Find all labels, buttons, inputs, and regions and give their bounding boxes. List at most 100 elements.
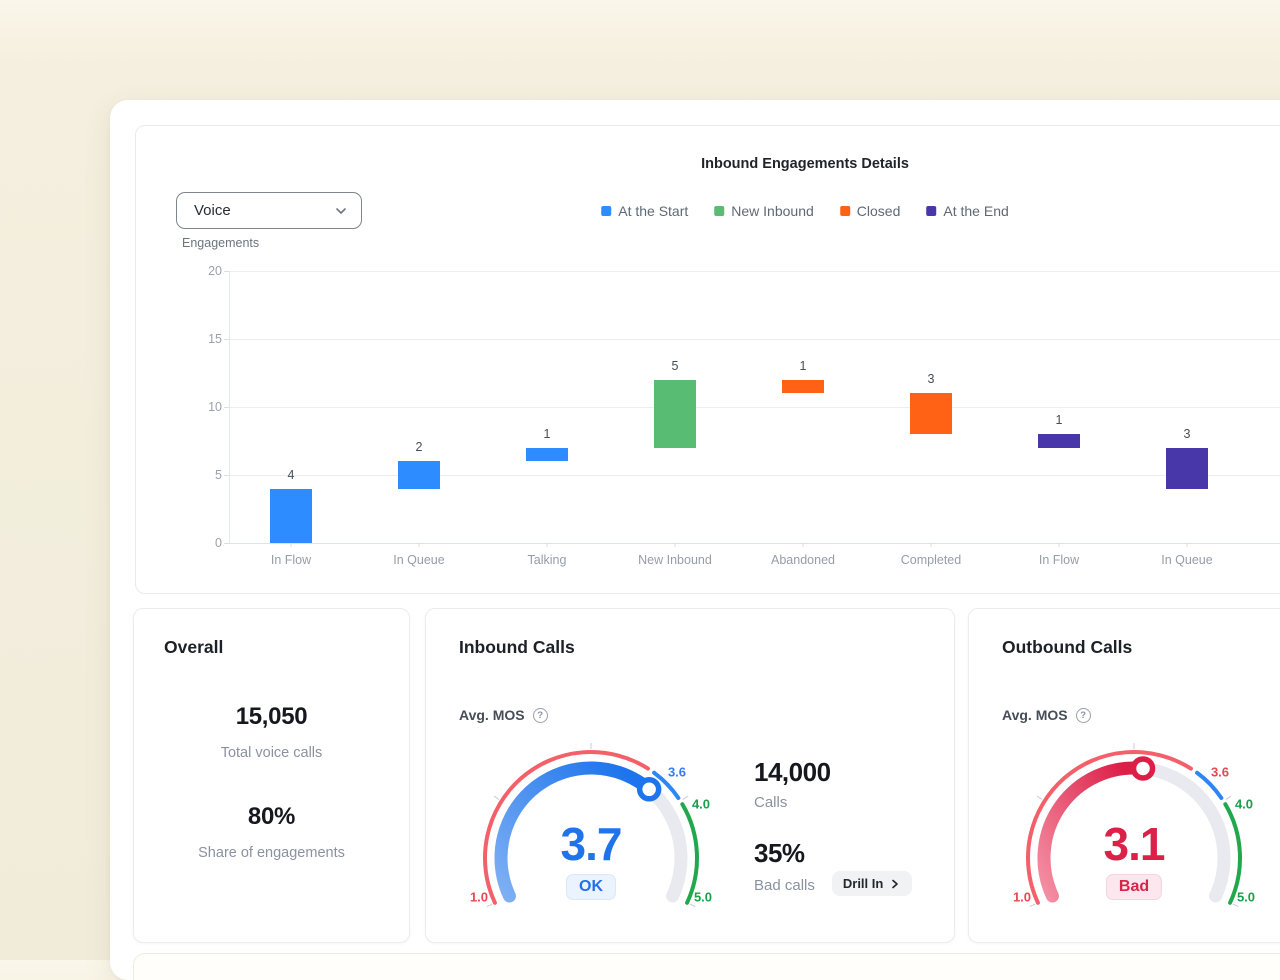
- gauge-scale-label: 5.0: [1237, 890, 1255, 905]
- overall-card: Overall 15,050 Total voice calls 80% Sha…: [133, 608, 410, 943]
- outbound-gauge-value: 3.1: [1103, 818, 1166, 870]
- legend-item-new-inbound[interactable]: New Inbound: [714, 203, 814, 219]
- chart-bar-completed[interactable]: [910, 393, 952, 435]
- gauge-tick: [486, 903, 493, 908]
- chart-bar-talking[interactable]: [526, 447, 568, 462]
- gauge-handle: [636, 777, 662, 802]
- inbound-gauge-value: 3.7: [560, 818, 623, 870]
- y-axis-line: [229, 271, 230, 543]
- gauge-tick: [1225, 795, 1232, 800]
- x-axis-label: In Flow: [1038, 553, 1080, 567]
- overall-card-title: Overall: [164, 637, 224, 657]
- bar-value-label: 5: [671, 358, 679, 373]
- dashboard-panel: Inbound Engagements Details Voice At the…: [110, 100, 1280, 980]
- bar-value-label: 3: [1183, 426, 1191, 441]
- legend-item-at-the-end[interactable]: At the End: [926, 203, 1009, 219]
- chart-bar-in-queue[interactable]: [398, 461, 440, 489]
- y-axis-tick: [224, 271, 229, 272]
- x-axis-tick: [1058, 543, 1060, 547]
- legend-label: At the End: [943, 203, 1009, 219]
- x-axis-label: In Flow: [270, 553, 312, 567]
- x-axis-label: In Queue: [1161, 553, 1213, 567]
- y-axis-label: 15: [208, 332, 222, 346]
- chart-gridline: [229, 543, 1280, 544]
- outbound-avg-mos-label: Avg. MOS: [1002, 707, 1068, 723]
- gauge-scale-label: 3.6: [668, 765, 686, 780]
- bad-calls-label: Bad calls: [754, 877, 815, 894]
- x-axis-tick: [1186, 543, 1188, 547]
- y-axis-tick: [224, 475, 229, 476]
- y-axis-label: 5: [215, 468, 222, 482]
- bar-value-label: 4: [287, 467, 295, 482]
- y-axis-label: 10: [208, 400, 222, 414]
- outbound-avg-mos-row: Avg. MOS ?: [1002, 707, 1091, 723]
- legend-label: New Inbound: [731, 203, 814, 219]
- gauge-band: [1026, 750, 1193, 905]
- chevron-down-icon: [334, 204, 348, 218]
- channel-select-value: Voice: [194, 202, 231, 219]
- x-axis-label: Abandoned: [771, 553, 835, 567]
- chart-bar-abandoned[interactable]: [782, 379, 824, 394]
- legend-item-closed[interactable]: Closed: [839, 203, 900, 219]
- x-axis-tick: [930, 543, 932, 547]
- legend-swatch: [926, 206, 937, 216]
- gauge-band: [652, 770, 681, 800]
- total-voice-calls-label: Total voice calls: [220, 745, 323, 761]
- chart-gridline: [229, 475, 1280, 476]
- drill-in-button[interactable]: Drill In: [831, 871, 913, 896]
- outbound-gauge-status-badge: Bad: [1105, 874, 1163, 900]
- inbound-avg-mos-label: Avg. MOS: [459, 707, 525, 723]
- inbound-gauge-status-badge: OK: [566, 874, 616, 900]
- outbound-calls-card: Outbound Calls Avg. MOS ? 1.0 3.6 4.0 5.0 3…: [968, 608, 1280, 943]
- inbound-mos-gauge: 1.0 3.6 4.0 5.0 3.7 OK: [461, 743, 721, 923]
- info-icon[interactable]: ?: [1075, 707, 1091, 723]
- inbound-stats: 14,000 Calls 35% Bad calls Drill In: [754, 757, 913, 896]
- total-voice-calls-value: 15,050: [235, 703, 308, 730]
- gauge-band: [680, 802, 699, 905]
- chart-bar-in-queue[interactable]: [1166, 447, 1208, 489]
- chart-gridline: [229, 407, 1280, 408]
- x-axis-label: In Queue: [393, 553, 445, 567]
- inbound-calls-value: 14,000: [754, 757, 831, 787]
- gauge-tick: [682, 795, 689, 800]
- x-axis-tick: [546, 543, 548, 547]
- gauge-scale-label: 5.0: [694, 890, 712, 905]
- share-of-engagements-label: Share of engagements: [198, 845, 345, 861]
- legend-item-at-the-start[interactable]: At the Start: [601, 203, 688, 219]
- share-of-engagements-value: 80%: [247, 803, 296, 830]
- gauge-scale-label: 3.6: [1211, 765, 1229, 780]
- outbound-card-title: Outbound Calls: [1002, 637, 1133, 657]
- share-of-engagements-kpi: 80%: [134, 803, 409, 831]
- y-axis-tick: [224, 543, 229, 544]
- total-voice-calls-kpi: 15,050: [134, 703, 409, 731]
- chart-bar-in-flow[interactable]: [270, 488, 312, 543]
- x-axis-tick: [674, 543, 676, 547]
- next-row-card-edge: [133, 953, 1280, 980]
- gauge-tick: [689, 903, 696, 908]
- gauge-tick: [1232, 903, 1239, 908]
- gauge-progress: [1037, 761, 1150, 903]
- outbound-gauge-svg: 1.0 3.6 4.0 5.0: [1013, 743, 1255, 908]
- channel-select[interactable]: Voice: [176, 192, 362, 229]
- chart-gridline: [229, 271, 1280, 272]
- legend-label: At the Start: [618, 203, 689, 219]
- chart-bar-new-inbound[interactable]: [654, 379, 696, 448]
- total-voice-calls-caption-wrap: Total voice calls: [134, 745, 409, 761]
- gauge-tick: [1036, 795, 1043, 800]
- chart-bar-in-flow[interactable]: [1038, 434, 1080, 448]
- bar-value-label: 2: [415, 440, 423, 455]
- x-axis-tick: [802, 543, 804, 547]
- info-icon[interactable]: ?: [532, 707, 548, 723]
- gauge-progress: [494, 761, 656, 903]
- gauge-scale-label: 4.0: [1235, 797, 1253, 812]
- bar-value-label: 3: [927, 372, 935, 387]
- y-axis-tick: [224, 407, 229, 408]
- bar-value-label: 1: [799, 358, 807, 373]
- chevron-right-icon: [889, 878, 901, 890]
- inbound-card-title: Inbound Calls: [459, 637, 575, 657]
- engagements-chart-card: Inbound Engagements Details Voice At the…: [135, 125, 1280, 594]
- share-of-engagements-caption-wrap: Share of engagements: [134, 845, 409, 861]
- gauge-band: [1223, 802, 1242, 905]
- inbound-calls-card: Inbound Calls Avg. MOS ? 1.0 3.6 4.0 5.0 3.…: [425, 608, 955, 943]
- bar-value-label: 1: [543, 426, 551, 441]
